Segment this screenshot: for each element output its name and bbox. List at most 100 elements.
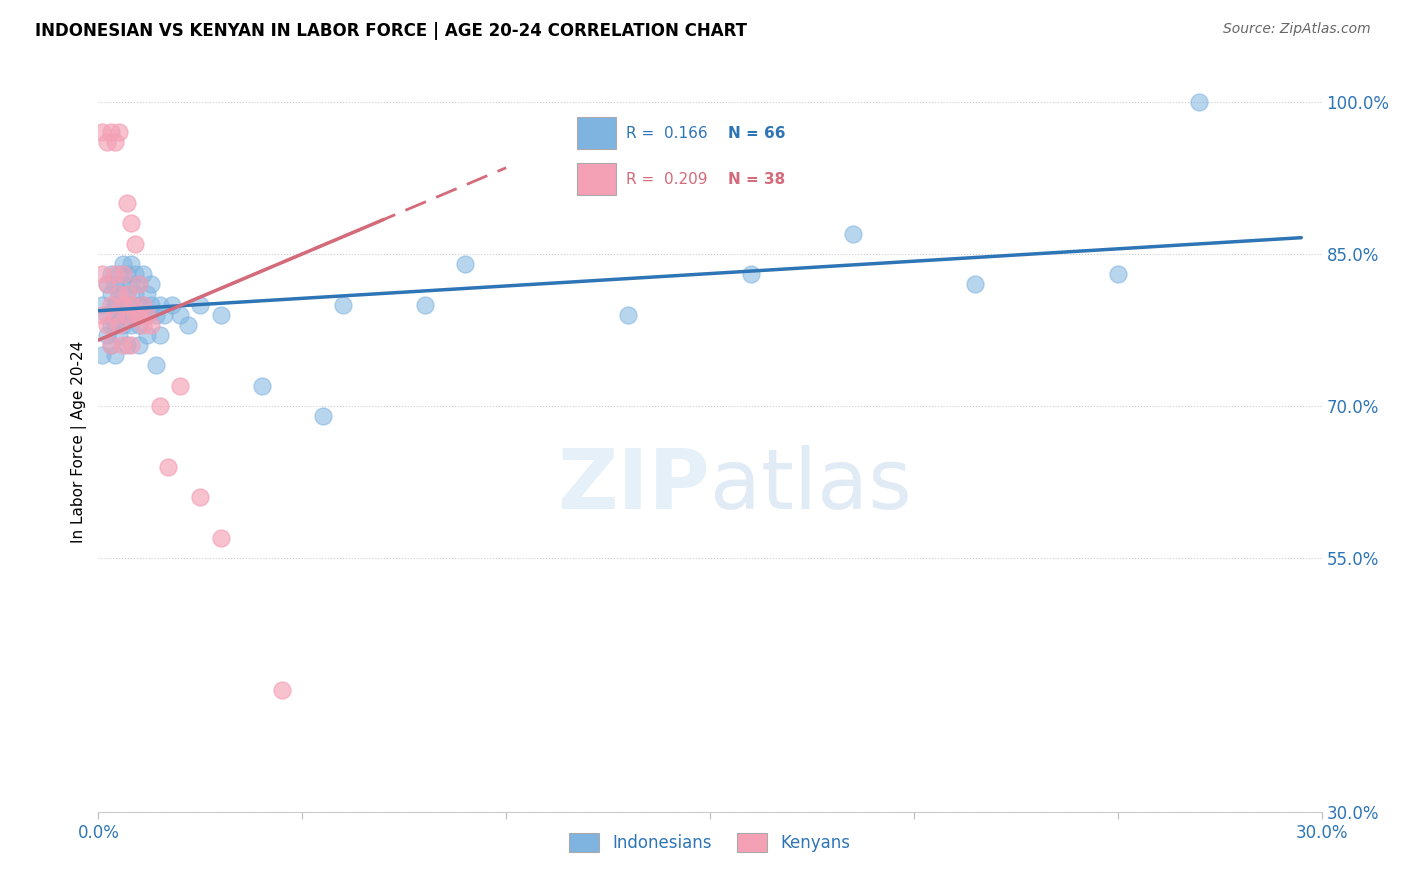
Point xyxy=(96,318,118,332)
Point xyxy=(841,227,863,241)
Point xyxy=(188,491,212,505)
Point xyxy=(120,217,142,231)
Point xyxy=(120,257,142,271)
Point xyxy=(128,277,150,292)
Point xyxy=(1188,95,1211,109)
Point xyxy=(108,308,131,322)
Y-axis label: In Labor Force | Age 20-24: In Labor Force | Age 20-24 xyxy=(70,341,87,542)
Point xyxy=(108,318,131,332)
Point xyxy=(104,348,127,362)
Point xyxy=(115,287,138,301)
Point xyxy=(96,328,118,343)
Point xyxy=(91,348,114,362)
Point xyxy=(111,338,134,352)
Point xyxy=(124,287,146,301)
Point xyxy=(136,328,159,343)
Point xyxy=(188,298,212,312)
Point xyxy=(120,318,142,332)
Point xyxy=(115,338,138,352)
Legend: Indonesians, Kenyans: Indonesians, Kenyans xyxy=(562,826,858,859)
Point xyxy=(141,318,163,332)
Point xyxy=(115,308,138,322)
Point xyxy=(169,378,191,392)
Point xyxy=(250,378,273,392)
Point xyxy=(100,338,122,352)
Point xyxy=(136,308,159,322)
Point xyxy=(104,136,127,150)
Point xyxy=(128,298,150,312)
Point xyxy=(1107,267,1129,281)
Point xyxy=(617,308,640,322)
Point xyxy=(128,308,150,322)
Text: ZIP: ZIP xyxy=(558,445,710,526)
Point xyxy=(169,308,191,322)
Point xyxy=(332,298,354,312)
Point xyxy=(156,459,179,474)
Text: INDONESIAN VS KENYAN IN LABOR FORCE | AGE 20-24 CORRELATION CHART: INDONESIAN VS KENYAN IN LABOR FORCE | AG… xyxy=(35,22,747,40)
Point xyxy=(100,298,122,312)
Point xyxy=(91,308,114,322)
Point xyxy=(111,318,134,332)
Point xyxy=(132,298,155,312)
Point xyxy=(160,298,183,312)
Point xyxy=(104,308,127,322)
Text: Source: ZipAtlas.com: Source: ZipAtlas.com xyxy=(1223,22,1371,37)
Point xyxy=(128,277,150,292)
Point xyxy=(96,277,118,292)
Point xyxy=(100,267,122,281)
Point xyxy=(91,298,114,312)
Point xyxy=(124,308,146,322)
Point xyxy=(312,409,335,424)
Point xyxy=(96,136,118,150)
Point xyxy=(100,318,122,332)
Point xyxy=(270,683,294,698)
Point xyxy=(108,267,131,281)
Point xyxy=(108,287,131,301)
Point xyxy=(91,267,114,281)
Point xyxy=(120,298,142,312)
Point xyxy=(115,196,138,211)
Point xyxy=(209,531,232,545)
Point xyxy=(91,125,114,139)
Point xyxy=(124,308,146,322)
Point xyxy=(136,308,159,322)
Point xyxy=(111,298,134,312)
Point xyxy=(111,298,134,312)
Point xyxy=(108,125,131,139)
Point xyxy=(115,267,138,281)
Point xyxy=(209,308,232,322)
Point xyxy=(120,338,142,352)
Point xyxy=(104,298,127,312)
Point xyxy=(152,308,174,322)
Point xyxy=(115,287,138,301)
Point xyxy=(965,277,987,292)
Point xyxy=(740,267,762,281)
Point xyxy=(141,298,163,312)
Point xyxy=(120,277,142,292)
Point xyxy=(145,359,167,373)
Point xyxy=(115,308,138,322)
Point xyxy=(96,308,118,322)
Point xyxy=(128,318,150,332)
Point xyxy=(104,277,127,292)
Point xyxy=(104,298,127,312)
Text: atlas: atlas xyxy=(710,445,911,526)
Point xyxy=(108,328,131,343)
Point xyxy=(177,318,200,332)
Point xyxy=(132,267,155,281)
Point xyxy=(120,298,142,312)
Point xyxy=(124,267,146,281)
Point xyxy=(145,308,167,322)
Point xyxy=(96,277,118,292)
Point xyxy=(111,308,134,322)
Point xyxy=(132,298,155,312)
Point xyxy=(132,318,155,332)
Point xyxy=(108,287,131,301)
Point xyxy=(100,338,122,352)
Point xyxy=(149,298,172,312)
Point xyxy=(136,287,159,301)
Point xyxy=(141,277,163,292)
Point xyxy=(111,267,134,281)
Point xyxy=(111,277,134,292)
Point xyxy=(128,338,150,352)
